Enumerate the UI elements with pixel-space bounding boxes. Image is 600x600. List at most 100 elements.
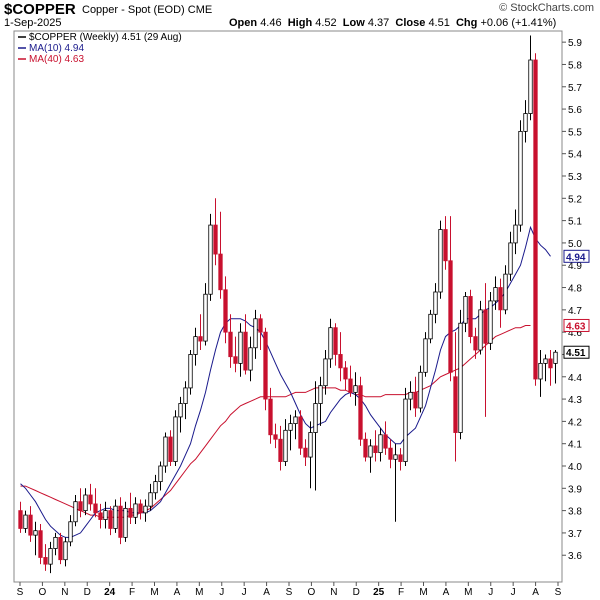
candle-body — [158, 465, 163, 483]
ohlc-summary: Open 4.46 High 4.52 Low 4.37 Close 4.51 … — [229, 17, 556, 29]
x-tick-label: O — [308, 587, 316, 598]
exchange-text: CME — [187, 4, 213, 16]
x-tick-label: M — [464, 587, 472, 598]
candle-body — [263, 331, 268, 400]
candle-body — [233, 356, 238, 364]
x-tick-label: D — [353, 587, 360, 598]
candle-body — [53, 536, 58, 549]
candle-body — [58, 536, 63, 561]
x-tick-label: A — [263, 587, 270, 598]
last-value-box — [563, 249, 590, 263]
x-tick-label: A — [174, 587, 181, 598]
last-value-box — [563, 345, 590, 359]
last-value-label: 4.94 — [566, 252, 586, 263]
chg-value: +0.06 (+1.41%) — [480, 17, 557, 29]
candle-body — [218, 253, 223, 291]
candle-body — [548, 358, 553, 369]
candle-body — [38, 530, 43, 558]
plot-area — [13, 30, 563, 583]
candle-body — [298, 416, 303, 449]
candle-body — [543, 358, 548, 364]
candle-body — [303, 447, 308, 458]
candle-body — [33, 530, 38, 536]
candle-body — [433, 291, 438, 315]
candle-body — [268, 398, 273, 436]
y-tick-label: 5.4 — [568, 150, 582, 161]
candle-body — [198, 336, 203, 342]
candle-body — [553, 351, 558, 364]
chart-date: 1-Sep-2025 — [4, 17, 62, 29]
close-label: Close — [395, 17, 426, 29]
close-value: 4.51 — [428, 17, 450, 29]
candle-body — [23, 514, 28, 529]
candle-body — [278, 438, 283, 462]
candle-body — [363, 438, 368, 458]
last-value-label: 4.63 — [566, 321, 586, 332]
candle-body — [453, 376, 458, 433]
open-label: Open — [229, 17, 258, 29]
candle-body — [473, 336, 478, 351]
candle-body — [98, 512, 103, 520]
y-tick-label: 5.3 — [568, 172, 582, 183]
x-tick-label: J — [219, 587, 224, 598]
candle-body — [488, 300, 493, 344]
candle-body — [518, 130, 523, 226]
brand-watermark: © StockCharts.com — [499, 2, 594, 14]
candle-body — [193, 336, 198, 355]
last-value-box — [563, 318, 590, 332]
candle-body — [283, 429, 288, 462]
candle-body — [123, 507, 128, 538]
candle-body — [203, 293, 208, 342]
candle-body — [208, 224, 213, 295]
y-tick-label: 4.8 — [568, 284, 582, 295]
candle-body — [83, 494, 88, 512]
candle-body — [498, 287, 503, 311]
candle-body — [93, 503, 98, 514]
x-tick-label: S — [17, 587, 24, 598]
legend-entry: MA(10) 4.94 — [29, 43, 84, 54]
y-tick-label: 5.9 — [568, 38, 582, 49]
y-tick-label: 4.3 — [568, 395, 582, 406]
candle-body — [438, 229, 443, 293]
x-tick-label: M — [419, 587, 427, 598]
open-value: 4.46 — [260, 17, 282, 29]
candle-body — [238, 331, 243, 364]
y-tick-label: 4.7 — [568, 306, 582, 317]
candle-body — [398, 454, 403, 462]
candle-body — [213, 224, 218, 255]
candle-body — [168, 436, 173, 462]
candle-body — [333, 327, 338, 355]
candle-body — [63, 541, 68, 561]
candle-body — [308, 432, 313, 458]
symbol-description: Copper - Spot (EOD) CME — [82, 4, 212, 16]
candle-body — [103, 510, 108, 520]
y-tick-label: 3.7 — [568, 529, 582, 540]
y-tick-label: 5.2 — [568, 194, 582, 205]
candle-body — [43, 557, 48, 565]
candle-body — [423, 338, 428, 373]
y-tick-label: 5.1 — [568, 217, 582, 228]
candle-body — [18, 510, 23, 529]
y-tick-label: 4.2 — [568, 417, 582, 428]
candle-body — [288, 423, 293, 431]
x-tick-label: J — [511, 587, 516, 598]
y-tick-label: 4.1 — [568, 440, 582, 451]
y-tick-label: 3.9 — [568, 484, 582, 495]
y-tick-label: 5.0 — [568, 239, 582, 250]
x-tick-label: O — [39, 587, 47, 598]
candle-body — [458, 322, 463, 433]
candle-body — [448, 260, 453, 373]
candle-body — [353, 385, 358, 393]
candle-body — [503, 273, 508, 311]
x-tick-label: S — [286, 587, 293, 598]
candle-body — [223, 289, 228, 333]
candle-body — [148, 492, 153, 507]
candle-body — [443, 229, 448, 262]
candle-body — [323, 358, 328, 387]
y-tick-label: 5.5 — [568, 127, 582, 138]
candle-body — [538, 362, 543, 380]
x-tick-label: J — [242, 587, 247, 598]
candle-body — [178, 403, 183, 418]
x-tick-label: J — [488, 587, 493, 598]
